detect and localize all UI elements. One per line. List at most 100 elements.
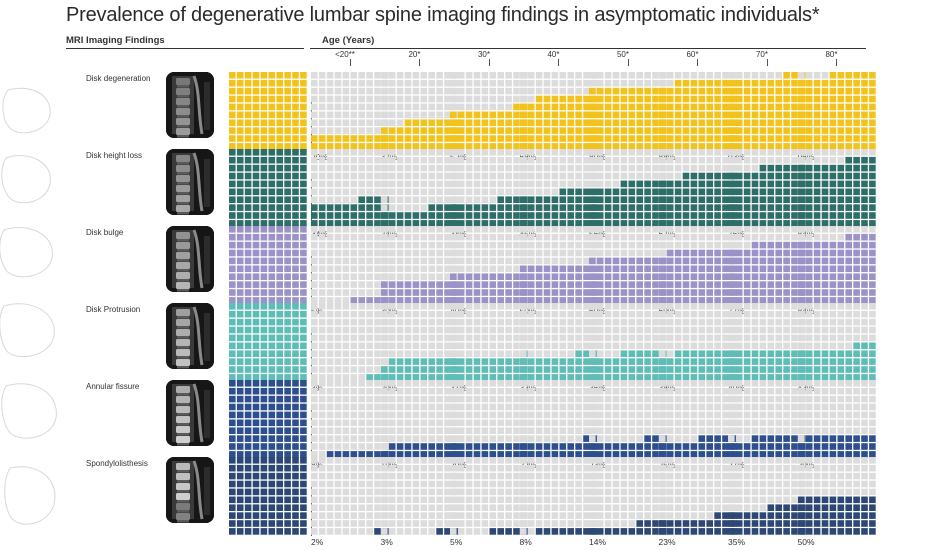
waffle-cell-filled — [589, 366, 596, 373]
waffle-cell-empty — [465, 419, 473, 427]
waffle-cell-empty — [465, 164, 473, 172]
waffle-cell-filled — [775, 180, 782, 188]
waffle-cell-filled — [636, 443, 643, 450]
waffle-cell-empty — [559, 472, 566, 480]
percent-label-disk-bulge-7: 84% — [797, 305, 815, 316]
waffle-cell-filled — [682, 281, 689, 288]
waffle-cell-empty — [705, 334, 713, 342]
waffle-cell-filled — [751, 350, 759, 357]
waffle-cell-empty — [326, 241, 334, 249]
waffle-cell-empty — [852, 403, 860, 411]
waffle-cell-empty — [543, 520, 550, 527]
waffle-cell-filled — [604, 220, 612, 227]
waffle-cell-filled — [868, 241, 876, 249]
waffle-cell-filled — [628, 358, 636, 365]
waffle-cell-empty — [326, 496, 334, 504]
waffle-cell-empty — [551, 303, 558, 310]
waffle-cell-filled — [829, 520, 836, 527]
waffle-cell-filled — [844, 451, 852, 458]
waffle-cell-empty — [505, 180, 512, 188]
waffle-cell-filled — [566, 273, 574, 280]
waffle-cell-empty — [596, 172, 604, 180]
mri-thumbnail-disk-protrusion — [166, 303, 214, 369]
waffle-cell-filled — [543, 103, 550, 111]
waffle-cell-empty — [489, 480, 497, 488]
waffle-cell-empty — [636, 318, 643, 326]
waffle-cell-filled — [596, 281, 604, 288]
waffle-cell-empty — [497, 226, 504, 233]
waffle-cell-empty — [318, 480, 326, 488]
waffle-cell-filled — [837, 451, 844, 458]
waffle-cell-empty — [698, 411, 705, 419]
waffle-cell-empty — [404, 318, 411, 326]
waffle-cell-empty — [366, 188, 373, 196]
waffle-cell-empty — [713, 419, 721, 427]
waffle-cell-filled — [690, 265, 697, 273]
waffle-cell-empty — [450, 512, 457, 519]
waffle-cell-empty — [473, 79, 481, 87]
waffle-cell-empty — [311, 520, 318, 527]
waffle-cell-empty — [674, 310, 681, 318]
waffle-cell-empty — [396, 273, 403, 280]
waffle-cell-empty — [551, 472, 558, 480]
waffle-cell-empty — [334, 310, 342, 318]
waffle-cell-empty — [636, 156, 643, 164]
waffle-cell-empty — [759, 411, 767, 419]
waffle-cell-empty — [396, 504, 403, 511]
waffle-cell-filled — [604, 528, 612, 535]
waffle-cell-filled — [775, 172, 782, 180]
percent-label-disk-protrusion-7: 43% — [797, 382, 815, 393]
waffle-cell-filled — [450, 220, 457, 227]
waffle-cell-empty — [674, 233, 681, 241]
waffle-cell-empty — [805, 334, 812, 342]
waffle-cell-filled — [674, 135, 681, 142]
waffle-cell-filled — [620, 127, 628, 134]
waffle-cell-empty — [412, 488, 419, 496]
waffle-cell-empty — [543, 350, 550, 357]
waffle-cell-filled — [566, 528, 574, 535]
waffle-cell-empty — [380, 480, 388, 488]
waffle-cell-filled — [620, 135, 628, 142]
waffle-cell-filled — [767, 265, 775, 273]
waffle-cell-empty — [837, 303, 844, 310]
waffle-cell-filled — [775, 265, 782, 273]
waffle-cell-filled — [775, 204, 782, 211]
waffle-cell-empty — [551, 464, 558, 472]
waffle-cell-empty — [358, 387, 365, 395]
waffle-cell-filled — [388, 451, 395, 458]
waffle-cell-empty — [759, 156, 767, 164]
waffle-cell-empty — [412, 528, 419, 535]
waffle-cell-filled — [759, 172, 767, 180]
waffle-cell-empty — [666, 488, 673, 496]
waffle-cell-filled — [698, 451, 705, 458]
waffle-cell-empty — [535, 504, 542, 511]
waffle-cell-empty — [535, 79, 542, 87]
waffle-cell-empty — [404, 480, 411, 488]
waffle-cell-empty — [366, 358, 373, 365]
waffle-cell-filled — [497, 297, 504, 304]
waffle-cell-filled — [775, 374, 782, 381]
waffle-cell-empty — [457, 464, 465, 472]
waffle-cell-filled — [596, 143, 604, 150]
waffle-cell-empty — [751, 504, 759, 511]
waffle-cell-empty — [404, 111, 411, 119]
waffle-cell-filled — [489, 281, 497, 288]
waffle-cell-empty — [366, 326, 373, 334]
waffle-cell-empty — [505, 149, 512, 156]
waffle-cell-filled — [652, 220, 659, 227]
waffle-cell-filled — [797, 257, 805, 265]
waffle-cell-filled — [388, 443, 395, 450]
waffle-cell-empty — [443, 350, 451, 357]
waffle-cell-empty — [636, 326, 643, 334]
waffle-cell-empty — [465, 233, 473, 241]
waffle-cell-empty — [666, 395, 673, 403]
waffle-cell-empty — [380, 358, 388, 365]
waffle-cell-filled — [797, 528, 805, 535]
waffle-cell-empty — [589, 496, 596, 504]
waffle-cell-empty — [404, 334, 411, 342]
waffle-cell-empty — [535, 226, 542, 233]
waffle-cell-empty — [427, 528, 435, 535]
waffle-cell-filled — [813, 212, 820, 219]
waffle-cell-filled — [596, 297, 604, 304]
waffle-cell-filled — [713, 188, 721, 196]
